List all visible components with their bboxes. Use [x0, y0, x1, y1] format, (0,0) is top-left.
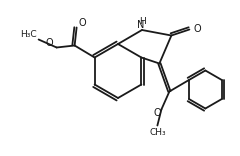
Text: CH₃: CH₃ — [149, 128, 166, 137]
Text: O: O — [194, 24, 201, 34]
Text: O: O — [46, 39, 54, 49]
Text: O: O — [154, 107, 161, 117]
Text: O: O — [79, 17, 86, 27]
Text: H: H — [140, 17, 146, 25]
Text: H₃C: H₃C — [20, 30, 37, 39]
Text: N: N — [137, 20, 145, 30]
